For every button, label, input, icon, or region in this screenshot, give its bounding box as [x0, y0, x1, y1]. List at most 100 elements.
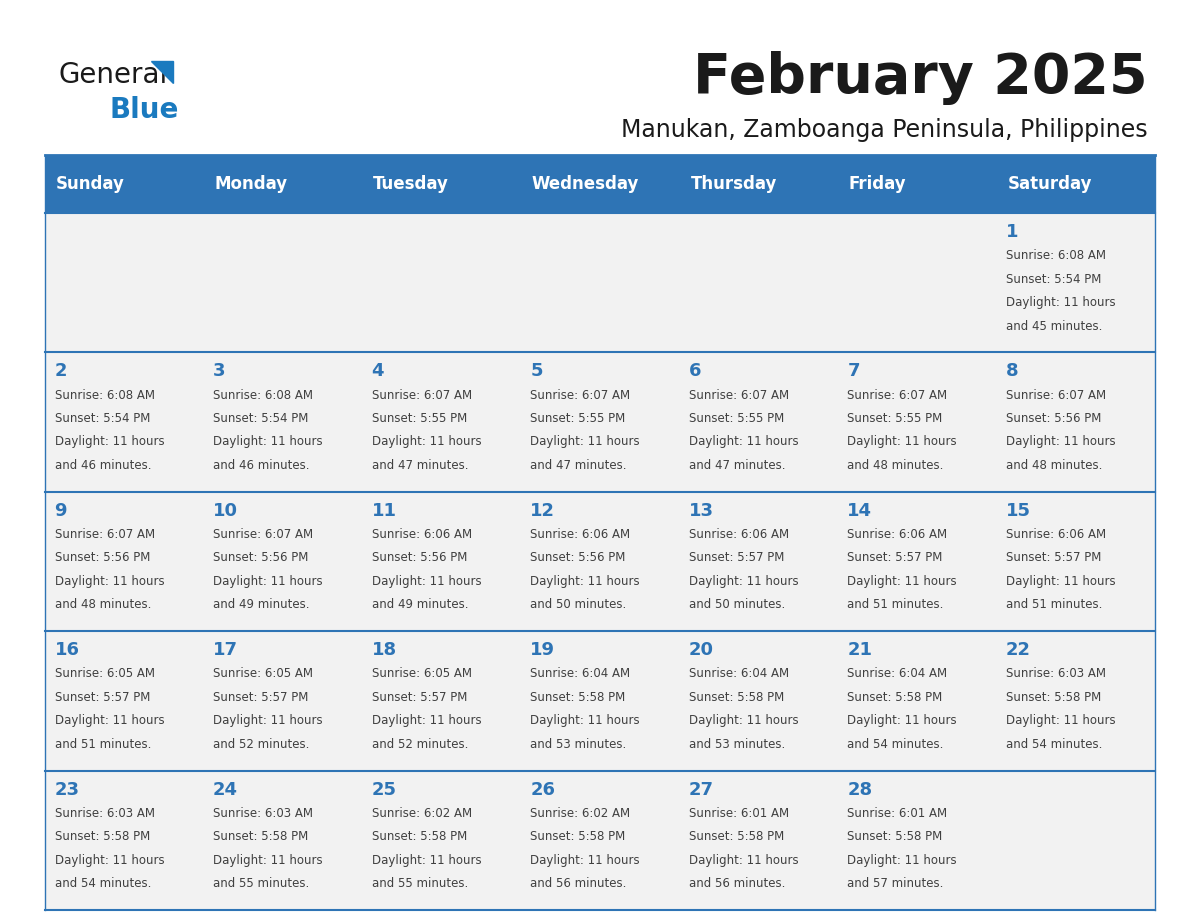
Text: 20: 20 — [689, 641, 714, 659]
Text: 7: 7 — [847, 363, 860, 380]
Text: 18: 18 — [372, 641, 397, 659]
Bar — [45, 632, 203, 770]
Text: Sunset: 5:55 PM: Sunset: 5:55 PM — [847, 412, 942, 425]
Text: Sunrise: 6:06 AM: Sunrise: 6:06 AM — [847, 528, 948, 541]
Text: 2: 2 — [55, 363, 67, 380]
Text: Daylight: 11 hours: Daylight: 11 hours — [1006, 575, 1116, 588]
Text: Daylight: 11 hours: Daylight: 11 hours — [847, 435, 958, 449]
Bar — [838, 770, 997, 910]
Text: Manukan, Zamboanga Peninsula, Philippines: Manukan, Zamboanga Peninsula, Philippine… — [621, 118, 1148, 142]
Text: Sunset: 5:56 PM: Sunset: 5:56 PM — [1006, 412, 1101, 425]
Text: and 50 minutes.: and 50 minutes. — [530, 599, 626, 611]
Text: 4: 4 — [372, 363, 384, 380]
Bar — [362, 353, 520, 492]
Text: Daylight: 11 hours: Daylight: 11 hours — [213, 714, 323, 727]
Bar — [45, 155, 203, 213]
Bar — [997, 770, 1155, 910]
Bar — [680, 770, 838, 910]
Text: and 53 minutes.: and 53 minutes. — [689, 738, 785, 751]
Text: Daylight: 11 hours: Daylight: 11 hours — [530, 575, 640, 588]
Bar — [45, 492, 203, 632]
Text: 28: 28 — [847, 780, 872, 799]
Bar — [520, 155, 680, 213]
Text: Thursday: Thursday — [690, 175, 777, 193]
Bar — [838, 213, 997, 353]
Text: 21: 21 — [847, 641, 872, 659]
Text: and 48 minutes.: and 48 minutes. — [1006, 459, 1102, 472]
Text: Sunrise: 6:01 AM: Sunrise: 6:01 AM — [847, 807, 948, 820]
Text: Sunrise: 6:08 AM: Sunrise: 6:08 AM — [55, 388, 154, 402]
Text: Sunset: 5:58 PM: Sunset: 5:58 PM — [689, 830, 784, 844]
Text: Daylight: 11 hours: Daylight: 11 hours — [689, 714, 798, 727]
Bar — [362, 213, 520, 353]
Text: Sunset: 5:57 PM: Sunset: 5:57 PM — [213, 691, 309, 704]
Text: and 56 minutes.: and 56 minutes. — [530, 877, 626, 890]
Text: 15: 15 — [1006, 502, 1031, 520]
Text: Sunset: 5:58 PM: Sunset: 5:58 PM — [530, 691, 625, 704]
Text: Daylight: 11 hours: Daylight: 11 hours — [213, 575, 323, 588]
Text: and 56 minutes.: and 56 minutes. — [689, 877, 785, 890]
Text: Sunrise: 6:02 AM: Sunrise: 6:02 AM — [372, 807, 472, 820]
Text: 3: 3 — [213, 363, 226, 380]
Text: Sunset: 5:58 PM: Sunset: 5:58 PM — [213, 830, 309, 844]
Text: Sunrise: 6:05 AM: Sunrise: 6:05 AM — [55, 667, 154, 680]
Bar — [680, 213, 838, 353]
Text: Sunset: 5:58 PM: Sunset: 5:58 PM — [55, 830, 150, 844]
Bar — [520, 492, 680, 632]
Text: and 53 minutes.: and 53 minutes. — [530, 738, 626, 751]
Text: Sunrise: 6:06 AM: Sunrise: 6:06 AM — [1006, 528, 1106, 541]
Bar — [680, 492, 838, 632]
Text: and 55 minutes.: and 55 minutes. — [372, 877, 468, 890]
Text: Sunrise: 6:03 AM: Sunrise: 6:03 AM — [55, 807, 154, 820]
Text: and 57 minutes.: and 57 minutes. — [847, 877, 943, 890]
Text: Sunrise: 6:07 AM: Sunrise: 6:07 AM — [530, 388, 631, 402]
Bar — [838, 353, 997, 492]
Text: 25: 25 — [372, 780, 397, 799]
Text: Daylight: 11 hours: Daylight: 11 hours — [55, 435, 164, 449]
Text: Sunrise: 6:06 AM: Sunrise: 6:06 AM — [689, 528, 789, 541]
Text: and 50 minutes.: and 50 minutes. — [689, 599, 785, 611]
Text: Daylight: 11 hours: Daylight: 11 hours — [689, 435, 798, 449]
Text: and 48 minutes.: and 48 minutes. — [847, 459, 943, 472]
Text: Daylight: 11 hours: Daylight: 11 hours — [847, 854, 958, 867]
Bar — [997, 155, 1155, 213]
Text: Sunrise: 6:03 AM: Sunrise: 6:03 AM — [1006, 667, 1106, 680]
Text: and 46 minutes.: and 46 minutes. — [213, 459, 310, 472]
Text: Daylight: 11 hours: Daylight: 11 hours — [530, 435, 640, 449]
Bar — [997, 632, 1155, 770]
Text: and 54 minutes.: and 54 minutes. — [847, 738, 943, 751]
Text: Sunrise: 6:07 AM: Sunrise: 6:07 AM — [1006, 388, 1106, 402]
Bar — [45, 213, 203, 353]
Text: Daylight: 11 hours: Daylight: 11 hours — [689, 575, 798, 588]
Bar — [362, 155, 520, 213]
Text: and 51 minutes.: and 51 minutes. — [847, 599, 943, 611]
Text: Daylight: 11 hours: Daylight: 11 hours — [847, 714, 958, 727]
Text: and 51 minutes.: and 51 minutes. — [1006, 599, 1102, 611]
Bar — [203, 632, 362, 770]
Text: Sunset: 5:54 PM: Sunset: 5:54 PM — [1006, 273, 1101, 285]
Text: Sunset: 5:56 PM: Sunset: 5:56 PM — [530, 552, 626, 565]
Text: 26: 26 — [530, 780, 555, 799]
Bar — [680, 155, 838, 213]
Text: Blue: Blue — [110, 96, 179, 124]
Bar — [520, 353, 680, 492]
Text: 17: 17 — [213, 641, 238, 659]
Bar — [203, 155, 362, 213]
Text: 10: 10 — [213, 502, 238, 520]
Text: Sunrise: 6:08 AM: Sunrise: 6:08 AM — [1006, 250, 1106, 263]
Text: Sunset: 5:57 PM: Sunset: 5:57 PM — [847, 552, 943, 565]
Polygon shape — [151, 61, 173, 83]
Bar — [680, 353, 838, 492]
Text: 12: 12 — [530, 502, 555, 520]
Text: 6: 6 — [689, 363, 701, 380]
Text: Monday: Monday — [215, 175, 287, 193]
Text: Sunset: 5:55 PM: Sunset: 5:55 PM — [372, 412, 467, 425]
Text: Daylight: 11 hours: Daylight: 11 hours — [213, 854, 323, 867]
Text: and 52 minutes.: and 52 minutes. — [372, 738, 468, 751]
Text: Daylight: 11 hours: Daylight: 11 hours — [847, 575, 958, 588]
Text: 13: 13 — [689, 502, 714, 520]
Text: Sunrise: 6:04 AM: Sunrise: 6:04 AM — [847, 667, 948, 680]
Text: Sunday: Sunday — [56, 175, 125, 193]
Bar — [838, 155, 997, 213]
Text: Sunset: 5:58 PM: Sunset: 5:58 PM — [1006, 691, 1101, 704]
